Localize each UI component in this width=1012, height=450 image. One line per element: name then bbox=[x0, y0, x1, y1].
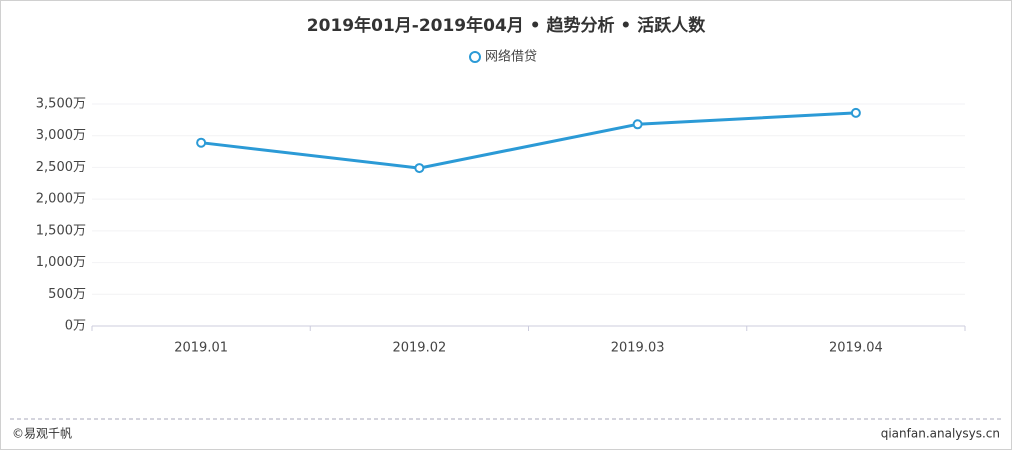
point bbox=[414, 163, 425, 174]
point bbox=[196, 137, 207, 148]
x-tick-label: 2019.02 bbox=[392, 341, 446, 356]
y-tick-label: 2,500万 bbox=[36, 160, 86, 175]
y-tick-label: 1,500万 bbox=[36, 223, 86, 238]
y-tick-label: 500万 bbox=[48, 287, 86, 302]
x-tick-label: 2019.01 bbox=[174, 341, 228, 356]
line bbox=[200, 111, 856, 170]
x-tick-label: 2019.04 bbox=[829, 341, 883, 356]
point bbox=[850, 107, 861, 118]
y-tick-label: 1,000万 bbox=[36, 255, 86, 270]
footer-right: qianfan.analysys.cn bbox=[881, 427, 1000, 441]
y-tick-label: 3,500万 bbox=[36, 97, 86, 112]
footer-left: ©易观千帆 bbox=[12, 426, 72, 441]
y-tick-label: 0万 bbox=[65, 319, 86, 334]
chart-title: 2019年01月-2019年04月 • 趋势分析 • 活跃人数 bbox=[307, 15, 706, 36]
y-tick-label: 2,000万 bbox=[36, 192, 86, 207]
legend-label: 网络借贷 bbox=[485, 49, 537, 65]
legend-marker bbox=[469, 51, 481, 63]
point bbox=[632, 119, 643, 130]
y-tick-label: 3,000万 bbox=[36, 128, 86, 143]
x-tick-label: 2019.03 bbox=[611, 341, 665, 356]
